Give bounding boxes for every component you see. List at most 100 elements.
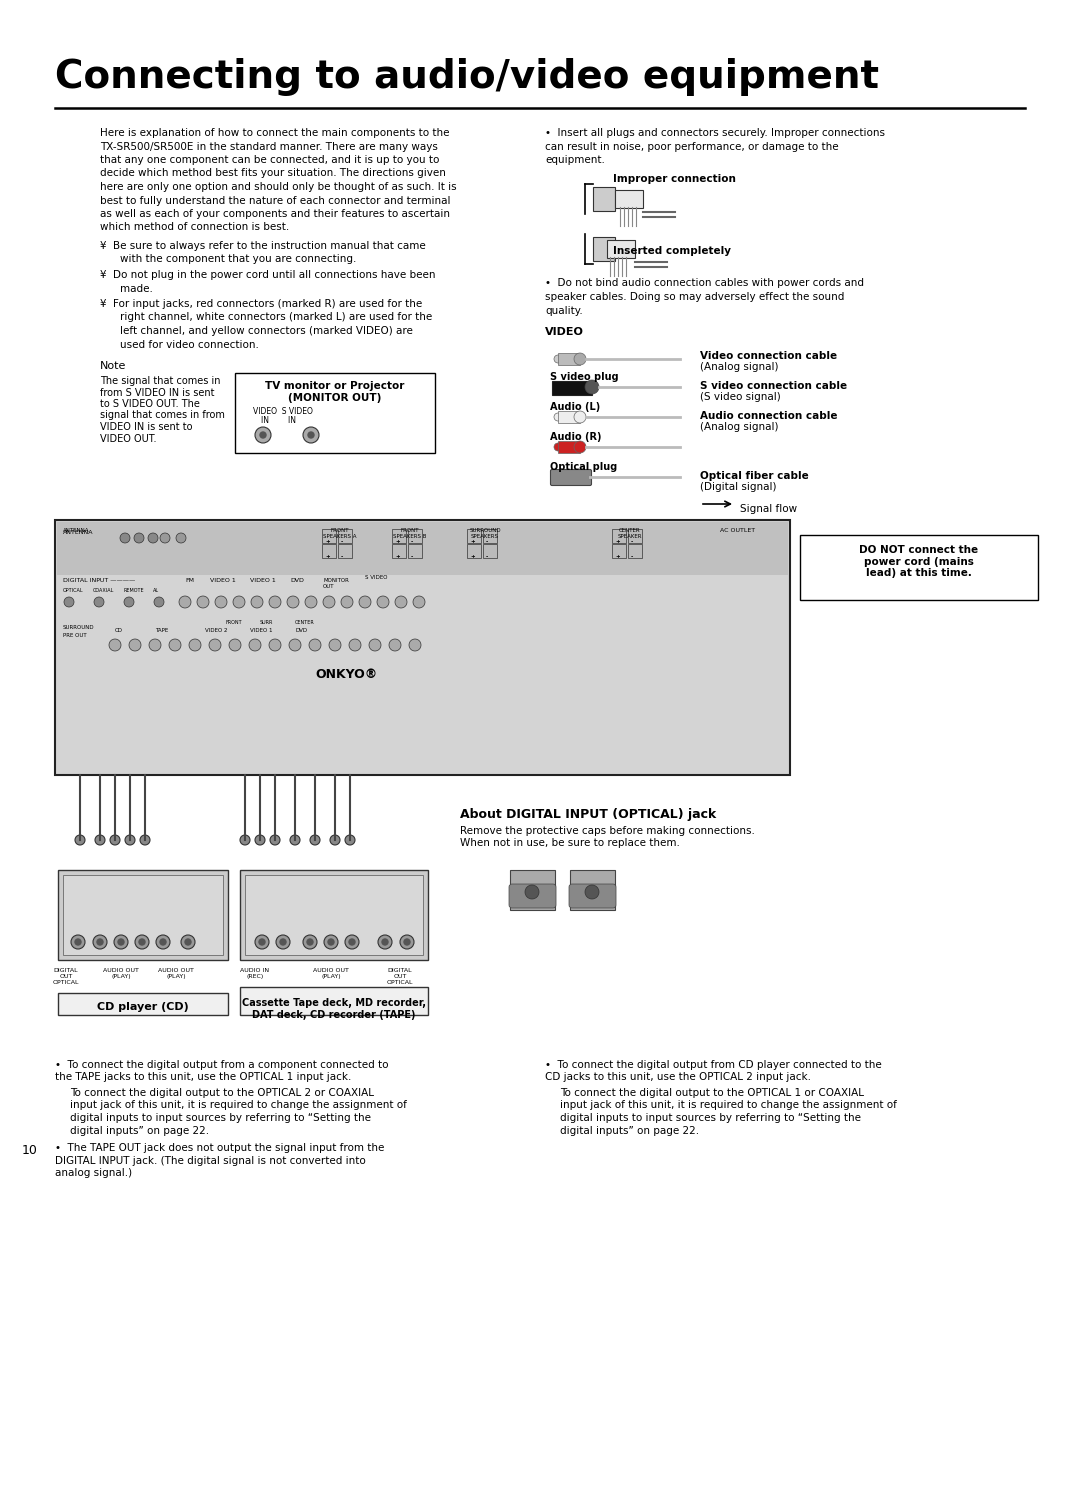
Circle shape [349, 939, 355, 944]
Bar [483, 529, 497, 544]
Text: -: - [486, 539, 488, 544]
Text: made.: made. [120, 284, 153, 294]
Text: from S VIDEO IN is sent: from S VIDEO IN is sent [100, 388, 215, 398]
Text: quality.: quality. [545, 306, 583, 315]
Bar [483, 544, 497, 558]
Text: used for video connection.: used for video connection. [120, 340, 259, 349]
Circle shape [400, 936, 414, 949]
Text: FRONT: FRONT [225, 621, 242, 625]
Text: Audio connection cable: Audio connection cable [700, 411, 837, 422]
Bar [467, 529, 481, 544]
Text: +: + [470, 554, 474, 558]
Circle shape [189, 639, 201, 650]
Text: VIDEO 1: VIDEO 1 [249, 628, 272, 633]
Text: ¥  Be sure to always refer to the instruction manual that came: ¥ Be sure to always refer to the instruc… [100, 241, 426, 251]
Circle shape [409, 639, 421, 650]
Text: left channel, and yellow connectors (marked VIDEO) are: left channel, and yellow connectors (mar… [120, 327, 413, 336]
Circle shape [140, 835, 150, 845]
Bar [55, 520, 789, 775]
Text: Inserted completely: Inserted completely [613, 247, 731, 257]
Text: (S video signal): (S video signal) [700, 392, 781, 402]
Text: (Digital signal): (Digital signal) [700, 483, 777, 492]
Circle shape [109, 639, 121, 650]
Text: FRONT
SPEAKERS B: FRONT SPEAKERS B [393, 529, 427, 539]
Circle shape [323, 595, 335, 607]
Bar [58, 870, 228, 959]
Circle shape [260, 432, 266, 438]
Circle shape [309, 639, 321, 650]
Bar [593, 187, 615, 211]
Circle shape [185, 939, 191, 944]
Text: SURROUND
SPEAKERS: SURROUND SPEAKERS [469, 529, 501, 539]
Bar [58, 993, 228, 1016]
Text: S video plug: S video plug [550, 373, 619, 382]
Text: •  To connect the digital output from CD player connected to the: • To connect the digital output from CD … [545, 1060, 881, 1071]
Circle shape [240, 835, 249, 845]
Text: +: + [395, 554, 400, 558]
Text: CD: CD [114, 628, 123, 633]
Text: •  Do not bind audio connection cables with power cords and: • Do not bind audio connection cables wi… [545, 279, 864, 288]
Text: ¥  Do not plug in the power cord until all connections have been: ¥ Do not plug in the power cord until al… [100, 270, 435, 281]
Text: AUDIO OUT
(PLAY): AUDIO OUT (PLAY) [103, 968, 139, 979]
Bar [240, 988, 428, 1016]
Text: +: + [470, 539, 474, 544]
Text: S video connection cable: S video connection cable [700, 382, 847, 391]
Text: TX-SR500/SR500E in the standard manner. There are many ways: TX-SR500/SR500E in the standard manner. … [100, 141, 437, 151]
Circle shape [93, 936, 107, 949]
Circle shape [345, 936, 359, 949]
Text: +: + [395, 539, 400, 544]
Circle shape [255, 936, 269, 949]
Circle shape [378, 936, 392, 949]
Circle shape [413, 595, 426, 607]
Circle shape [573, 441, 586, 453]
Bar [408, 544, 422, 558]
Text: Signal flow: Signal flow [740, 503, 797, 514]
Text: CENTER
SPEAKER: CENTER SPEAKER [618, 529, 643, 539]
Bar [322, 529, 336, 544]
Text: DIGITAL INPUT jack. (The digital signal is not converted into: DIGITAL INPUT jack. (The digital signal … [55, 1155, 366, 1166]
Text: To connect the digital output to the OPTICAL 2 or COAXIAL: To connect the digital output to the OPT… [70, 1089, 374, 1097]
Circle shape [310, 835, 320, 845]
Text: decide which method best fits your situation. The directions given: decide which method best fits your situa… [100, 168, 446, 178]
Circle shape [554, 355, 562, 362]
Circle shape [229, 639, 241, 650]
Circle shape [341, 595, 353, 607]
Circle shape [269, 639, 281, 650]
Circle shape [114, 936, 129, 949]
Circle shape [160, 939, 166, 944]
Text: Improper connection: Improper connection [613, 174, 735, 184]
Text: VIDEO 1: VIDEO 1 [249, 578, 275, 584]
Circle shape [255, 428, 271, 443]
Text: DIGITAL
OUT
OPTICAL: DIGITAL OUT OPTICAL [387, 968, 414, 985]
Text: •  To connect the digital output from a component connected to: • To connect the digital output from a c… [55, 1060, 389, 1071]
Circle shape [255, 835, 265, 845]
Circle shape [324, 936, 338, 949]
Text: +: + [325, 539, 329, 544]
Text: To connect the digital output to the OPTICAL 1 or COAXIAL: To connect the digital output to the OPT… [561, 1089, 864, 1097]
Text: to S VIDEO OUT. The: to S VIDEO OUT. The [100, 399, 200, 408]
Text: FM: FM [185, 578, 194, 584]
Text: Optical fiber cable: Optical fiber cable [700, 471, 809, 481]
Bar [570, 870, 615, 910]
Circle shape [525, 885, 539, 898]
Text: CD jacks to this unit, use the OPTICAL 2 input jack.: CD jacks to this unit, use the OPTICAL 2… [545, 1072, 811, 1083]
Circle shape [125, 835, 135, 845]
Circle shape [118, 939, 124, 944]
Text: the TAPE jacks to this unit, use the OPTICAL 1 input jack.: the TAPE jacks to this unit, use the OPT… [55, 1072, 351, 1083]
Text: equipment.: equipment. [545, 154, 605, 165]
Bar [235, 373, 435, 453]
Bar [63, 875, 222, 955]
Circle shape [291, 835, 300, 845]
Text: ¥  For input jacks, red connectors (marked R) are used for the: ¥ For input jacks, red connectors (marke… [100, 298, 422, 309]
Circle shape [359, 595, 372, 607]
Circle shape [135, 936, 149, 949]
Text: +: + [615, 539, 620, 544]
FancyBboxPatch shape [551, 469, 592, 486]
Bar [57, 523, 788, 575]
Text: -: - [411, 554, 414, 558]
Circle shape [573, 411, 586, 423]
Circle shape [154, 597, 164, 607]
Circle shape [308, 432, 314, 438]
Circle shape [64, 597, 75, 607]
Circle shape [395, 595, 407, 607]
